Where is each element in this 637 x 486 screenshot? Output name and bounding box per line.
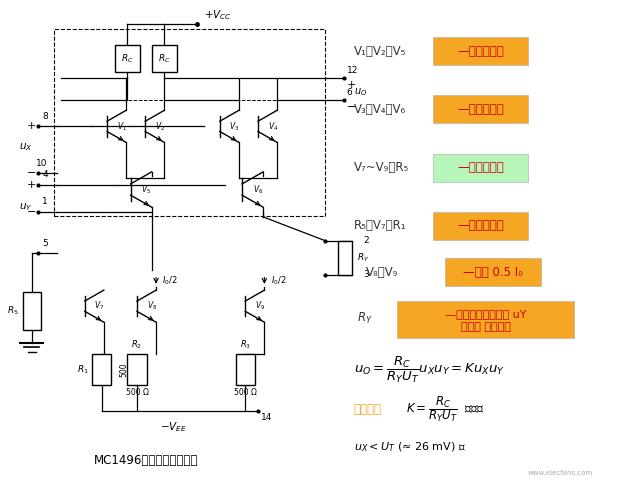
Text: $V_3$: $V_3$ bbox=[229, 120, 240, 133]
Text: −: − bbox=[347, 102, 356, 112]
Bar bbox=[152, 45, 177, 71]
Text: 14: 14 bbox=[261, 413, 273, 422]
Bar bbox=[92, 354, 111, 385]
Bar bbox=[115, 45, 140, 71]
Text: V₁、V₂、V₅: V₁、V₂、V₅ bbox=[354, 45, 406, 57]
Text: 5: 5 bbox=[42, 239, 48, 248]
Text: −: − bbox=[27, 169, 36, 178]
Text: $I_0/2$: $I_0/2$ bbox=[162, 275, 178, 287]
Bar bbox=[338, 241, 352, 275]
Text: —引入负反馈，扩大 uY: —引入负反馈，扩大 uY bbox=[445, 309, 526, 319]
Text: $V_7$: $V_7$ bbox=[94, 300, 104, 312]
Text: $V_8$: $V_8$ bbox=[147, 300, 157, 312]
Text: 1: 1 bbox=[42, 197, 48, 206]
FancyBboxPatch shape bbox=[445, 259, 541, 286]
Text: −: − bbox=[27, 207, 36, 217]
Text: V₃、V₄、V₆: V₃、V₄、V₆ bbox=[354, 103, 406, 116]
Text: 2: 2 bbox=[363, 236, 369, 245]
Text: $R_5$: $R_5$ bbox=[8, 305, 19, 317]
Text: +: + bbox=[27, 122, 36, 131]
Text: $V_4$: $V_4$ bbox=[268, 120, 278, 133]
Text: +: + bbox=[27, 180, 36, 190]
Text: $R_Y$: $R_Y$ bbox=[357, 311, 373, 326]
Text: 4: 4 bbox=[42, 170, 48, 179]
Text: www.elecfans.com: www.elecfans.com bbox=[528, 470, 593, 476]
Text: $R_Y$: $R_Y$ bbox=[357, 251, 369, 264]
Text: $V_2$: $V_2$ bbox=[155, 120, 165, 133]
Text: $R_2$: $R_2$ bbox=[131, 339, 143, 351]
Text: —电流源电路: —电流源电路 bbox=[457, 161, 504, 174]
Text: R₅、V₇、R₁: R₅、V₇、R₁ bbox=[354, 220, 406, 232]
Text: $I_0/2$: $I_0/2$ bbox=[271, 275, 286, 287]
Text: $V_1$: $V_1$ bbox=[117, 120, 127, 133]
Text: $u_O = \dfrac{R_C}{R_Y U_T} u_X u_Y = K u_X u_Y$: $u_O = \dfrac{R_C}{R_Y U_T} u_X u_Y = K … bbox=[354, 355, 505, 385]
Text: $V_9$: $V_9$ bbox=[255, 300, 265, 312]
Text: —模拟乘法器: —模拟乘法器 bbox=[457, 103, 504, 116]
FancyBboxPatch shape bbox=[397, 301, 574, 338]
Text: 的线性 动态范围: 的线性 动态范围 bbox=[461, 322, 511, 332]
FancyBboxPatch shape bbox=[433, 37, 528, 65]
Text: —电流源基准: —电流源基准 bbox=[457, 220, 504, 232]
FancyBboxPatch shape bbox=[433, 95, 528, 123]
Text: 3: 3 bbox=[363, 270, 369, 279]
Text: $+V_{CC}$: $+V_{CC}$ bbox=[204, 8, 232, 22]
Text: —模拟乘法器: —模拟乘法器 bbox=[457, 45, 504, 57]
Bar bbox=[54, 29, 325, 216]
FancyBboxPatch shape bbox=[433, 154, 528, 181]
Text: $-V_{EE}$: $-V_{EE}$ bbox=[160, 420, 187, 434]
Text: V₇~V₉、R₅: V₇~V₉、R₅ bbox=[354, 161, 409, 174]
Text: 500 Ω: 500 Ω bbox=[234, 388, 257, 397]
Text: $V_5$: $V_5$ bbox=[141, 183, 151, 196]
Bar bbox=[236, 354, 255, 385]
Text: +: + bbox=[347, 80, 356, 90]
Text: 500 Ω: 500 Ω bbox=[125, 388, 148, 397]
Text: $u_X < U_T$ (≈ 26 mV) ，: $u_X < U_T$ (≈ 26 mV) ， bbox=[354, 440, 466, 454]
Text: 10: 10 bbox=[36, 158, 48, 168]
Text: 500: 500 bbox=[119, 362, 128, 377]
Text: $K = \dfrac{R_C}{R_Y U_T}$  其中，: $K = \dfrac{R_C}{R_Y U_T}$ 其中， bbox=[406, 394, 484, 424]
Text: $R_C$: $R_C$ bbox=[121, 52, 134, 65]
Text: $R_3$: $R_3$ bbox=[240, 339, 251, 351]
Text: $u_Y$: $u_Y$ bbox=[18, 202, 32, 213]
Text: $u_X$: $u_X$ bbox=[18, 141, 32, 153]
Text: V₈、V₉: V₈、V₉ bbox=[366, 266, 399, 278]
FancyBboxPatch shape bbox=[433, 212, 528, 240]
Text: 8: 8 bbox=[42, 111, 48, 121]
Text: 12: 12 bbox=[347, 66, 358, 75]
Text: $R_1$: $R_1$ bbox=[78, 363, 89, 376]
Text: $R_C$: $R_C$ bbox=[158, 52, 171, 65]
Text: 6: 6 bbox=[347, 88, 352, 97]
Text: $u_O$: $u_O$ bbox=[354, 87, 367, 98]
Bar bbox=[23, 292, 41, 330]
Text: $V_6$: $V_6$ bbox=[252, 183, 263, 196]
Text: MC1496型集成模拟乘法器: MC1496型集成模拟乘法器 bbox=[94, 453, 199, 467]
Text: 增益系数: 增益系数 bbox=[354, 403, 382, 416]
Text: —提供 0.5 I₀: —提供 0.5 I₀ bbox=[463, 266, 523, 278]
Bar bbox=[127, 354, 147, 385]
